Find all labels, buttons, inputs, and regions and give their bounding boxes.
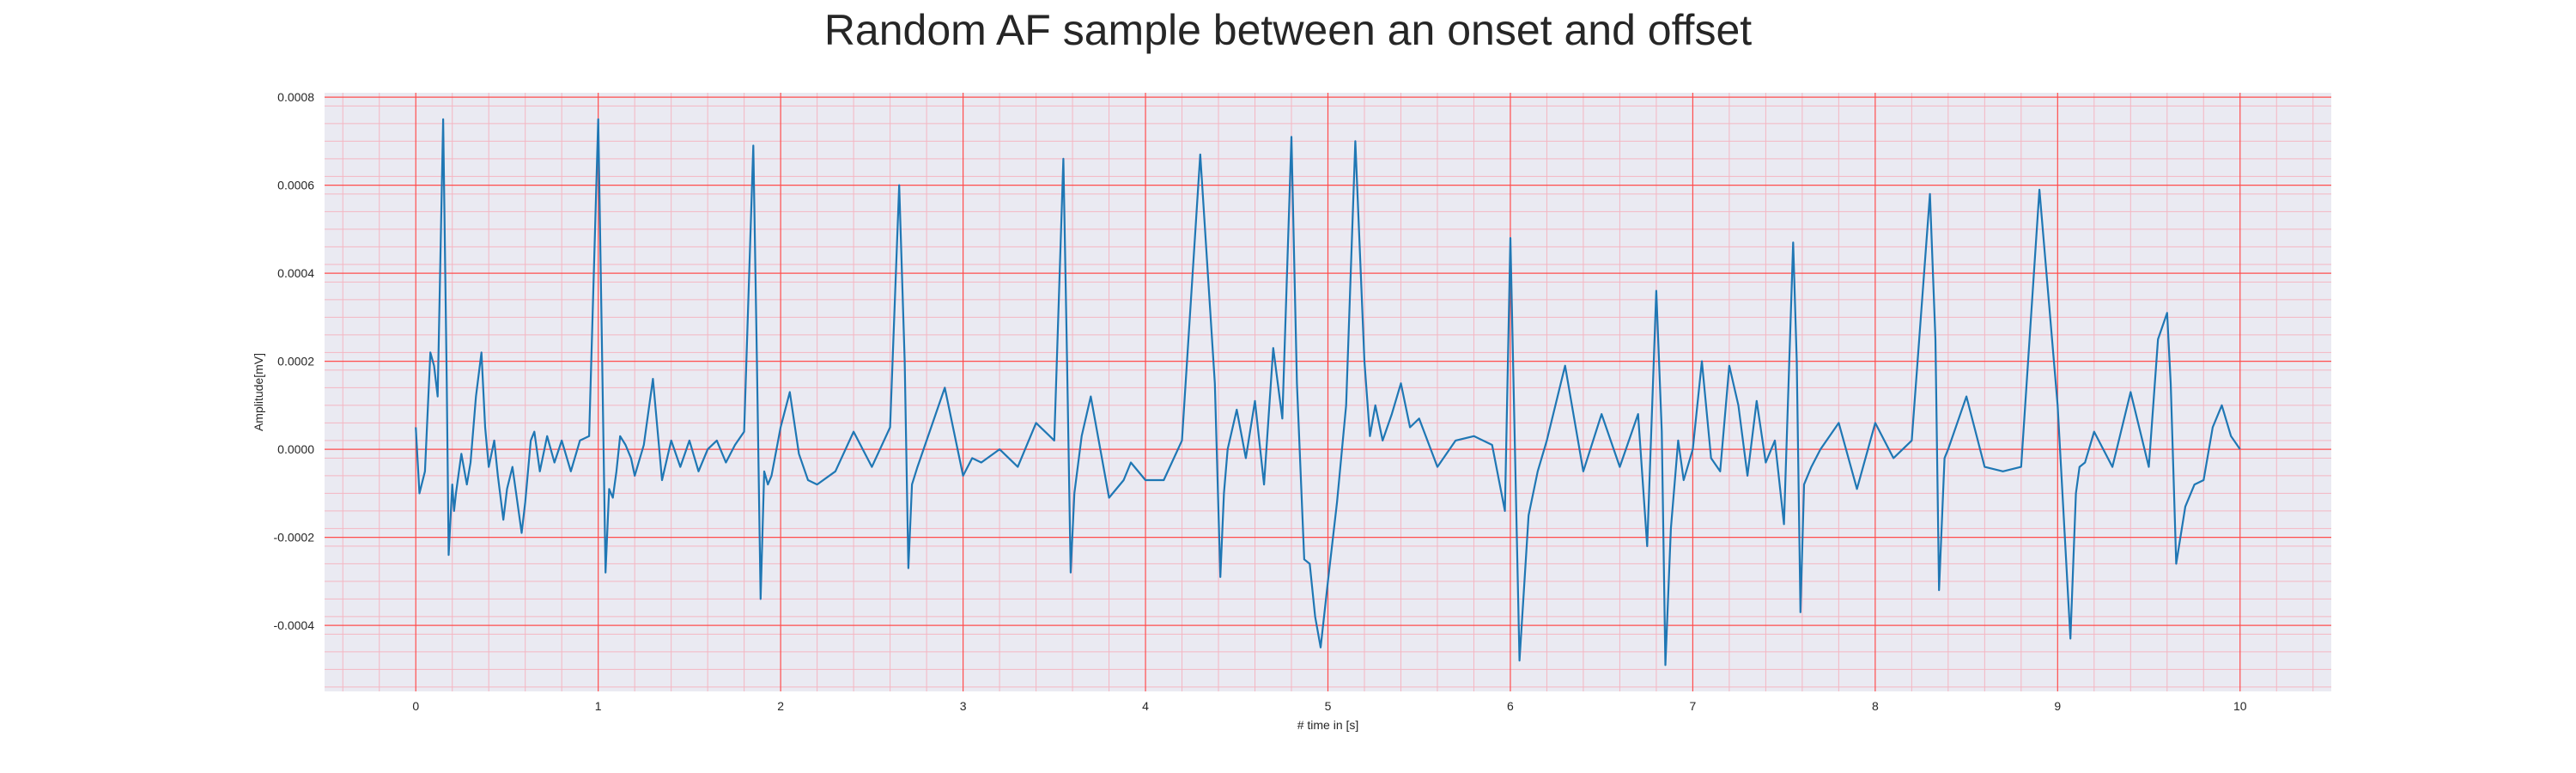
- y-tick-label: 0.0004: [277, 266, 314, 280]
- y-axis-label: Amplitude[mV]: [252, 353, 265, 431]
- x-tick-label: 8: [1872, 699, 1879, 713]
- major-grid: [325, 93, 2331, 691]
- y-tick-label: 0.0002: [277, 355, 314, 368]
- x-tick-label: 2: [777, 699, 784, 713]
- x-tick-label: 4: [1142, 699, 1149, 713]
- y-tick-label: 0.0008: [277, 90, 314, 104]
- x-tick-label: 1: [595, 699, 602, 713]
- y-tick-label: -0.0004: [274, 618, 315, 632]
- x-tick-label: 6: [1507, 699, 1514, 713]
- y-tick-label: 0.0006: [277, 179, 314, 192]
- x-tick-label: 7: [1690, 699, 1697, 713]
- y-tick-label: -0.0002: [274, 531, 315, 545]
- series-line: [415, 118, 2241, 666]
- x-tick-label: 9: [2054, 699, 2061, 713]
- y-tick-labels: -0.0004 -0.0002 0.0000 0.0002 0.0004 0.0006 0.…: [274, 90, 315, 632]
- chart-title: Random AF sample between an onset and of…: [823, 6, 1753, 54]
- y-tick-label: 0.0000: [277, 442, 314, 456]
- x-axis-label: # time in [s]: [1297, 718, 1359, 732]
- x-tick-labels: 0 1 2 3 4 5 6 7 8 9 10: [412, 699, 2246, 713]
- x-tick-label: 5: [1325, 699, 1332, 713]
- x-tick-label: 10: [2233, 699, 2247, 713]
- x-tick-label: 0: [412, 699, 419, 713]
- x-tick-label: 3: [960, 699, 967, 713]
